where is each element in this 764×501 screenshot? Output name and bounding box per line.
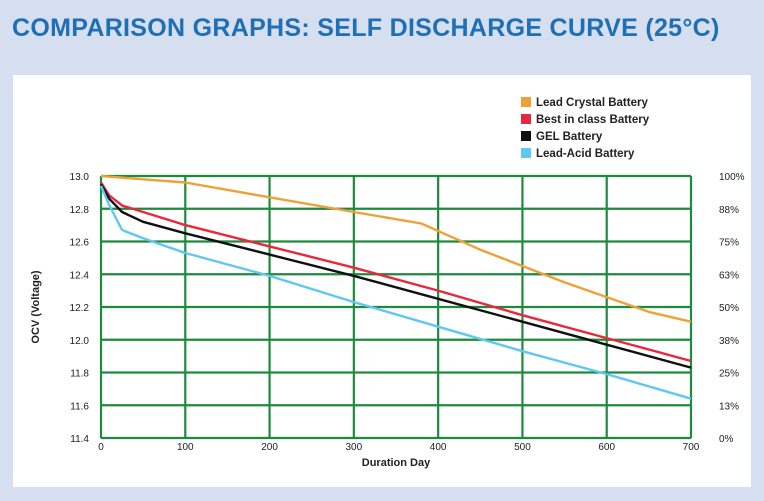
- chart-panel: 11.4 11.6 11.8 12.0 12.2 12.4 12.6 12.8 13.0 0% 1…: [13, 75, 751, 487]
- y-tick-label-5: 12.4: [70, 270, 90, 281]
- series-line-0: [100, 174, 692, 323]
- series-lines: [99, 174, 692, 400]
- x-tick-label-7: 700: [683, 442, 700, 453]
- self-discharge-chart: 11.4 11.6 11.8 12.0 12.2 12.4 12.6 12.8 13.0 0% 1…: [30, 97, 745, 469]
- x-axis-ticks: 0 100 200 300 400 500 600 700: [98, 442, 700, 453]
- x-tick-label-4: 400: [430, 442, 447, 453]
- y2-tick-label-3: 38%: [719, 336, 739, 347]
- legend-label-1: Best in class Battery: [536, 114, 650, 126]
- y-tick-label-1: 11.6: [70, 401, 89, 412]
- grid-lines: [99, 174, 693, 440]
- y2-tick-label-4: 50%: [719, 303, 739, 314]
- legend-swatch-2: [521, 131, 531, 141]
- legend-label-3: Lead-Acid Battery: [536, 148, 635, 160]
- page-title: COMPARISON GRAPHS: SELF DISCHARGE CURVE …: [12, 14, 720, 42]
- legend: Lead Crystal Battery Best in class Batter…: [521, 97, 650, 160]
- y-tick-label-4: 12.2: [70, 303, 90, 314]
- series-line-2: [99, 183, 692, 369]
- legend-label-2: GEL Battery: [536, 131, 603, 143]
- y-tick-label-7: 12.8: [70, 205, 90, 216]
- y2-tick-label-7: 88%: [719, 205, 739, 216]
- x-tick-label-0: 0: [98, 442, 104, 453]
- x-axis-label: Duration Day: [362, 457, 431, 469]
- y2-axis-ticks: 0% 13% 25% 38% 50% 63% 75% 88% 100%: [719, 172, 745, 445]
- y2-tick-label-2: 25%: [719, 369, 739, 380]
- legend-swatch-1: [521, 114, 531, 124]
- series-line-3: [99, 185, 692, 400]
- x-tick-label-1: 100: [177, 442, 194, 453]
- y-axis-label: OCV (Voltage): [30, 270, 42, 343]
- y2-tick-label-8: 100%: [719, 172, 745, 183]
- y-tick-label-3: 12.0: [70, 336, 90, 347]
- y-tick-label-6: 12.6: [70, 238, 90, 249]
- legend-swatch-0: [521, 97, 531, 107]
- y2-tick-label-6: 75%: [719, 238, 739, 249]
- x-tick-label-6: 600: [598, 442, 615, 453]
- y-tick-label-2: 11.8: [70, 369, 89, 380]
- x-tick-label-2: 200: [261, 442, 278, 453]
- y2-tick-label-0: 0%: [719, 434, 734, 445]
- y2-tick-label-5: 63%: [719, 270, 739, 281]
- x-tick-label-3: 300: [346, 442, 363, 453]
- legend-swatch-3: [521, 148, 531, 158]
- y2-tick-label-1: 13%: [719, 401, 739, 412]
- series-line-1: [99, 181, 692, 363]
- y-tick-label-0: 11.4: [70, 434, 89, 445]
- y-tick-label-8: 13.0: [70, 172, 90, 183]
- legend-label-0: Lead Crystal Battery: [536, 97, 648, 109]
- x-tick-label-5: 500: [514, 442, 531, 453]
- y-axis-ticks: 11.4 11.6 11.8 12.0 12.2 12.4 12.6 12.8 13.0: [70, 172, 90, 445]
